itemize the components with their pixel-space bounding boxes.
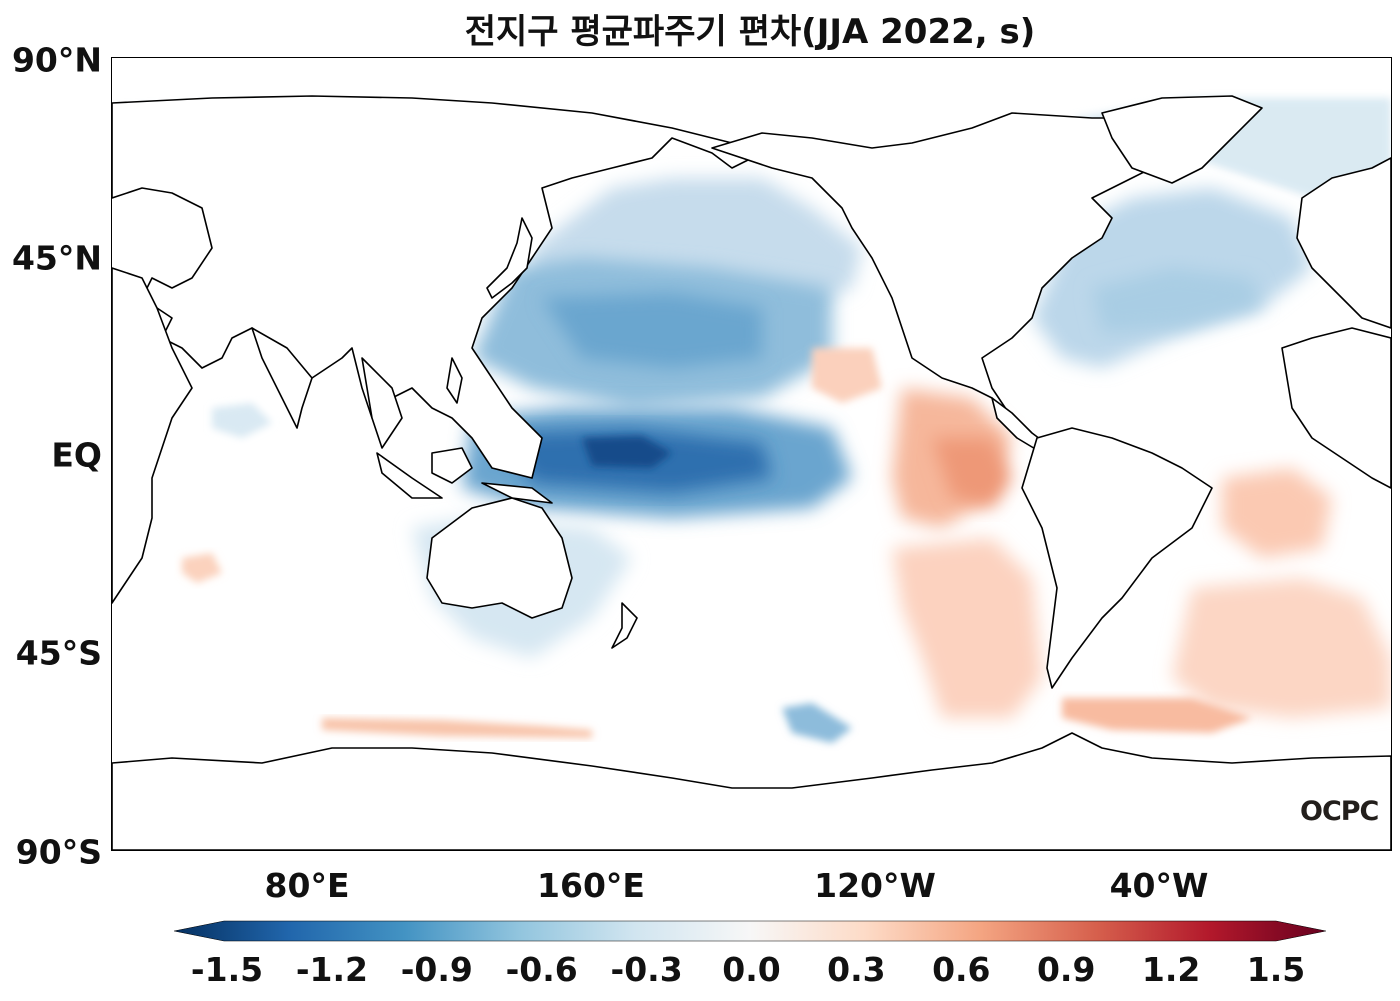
colorbar <box>174 920 1326 942</box>
colorbar-tick-label: 0.6 <box>932 950 991 989</box>
colorbar-tick-label: -1.5 <box>190 950 264 989</box>
colorbar-tick-label: 0.0 <box>722 950 781 989</box>
y-tick-90s: 90°S <box>15 832 102 872</box>
colorbar-tick-label: 0.3 <box>827 950 886 989</box>
colorbar-tick-label: -0.6 <box>505 950 578 989</box>
colorbar-tick-label: -1.2 <box>295 950 368 989</box>
colorbar-tick-label: -0.3 <box>610 950 683 989</box>
colorbar-body <box>174 920 1326 942</box>
wave-period-anomaly-map <box>112 95 1391 850</box>
map-panel <box>111 57 1392 851</box>
x-tick-80e: 80°E <box>264 866 350 905</box>
map-title: 전지구 평균파주기 편차(JJA 2022, s) <box>464 12 1036 52</box>
y-tick-45n: 45°N <box>11 238 102 278</box>
colorbar-tick-label: 0.9 <box>1036 950 1096 989</box>
colorbar-tick-label: 1.2 <box>1141 950 1201 989</box>
colorbar-tick-label: 1.5 <box>1246 950 1306 989</box>
y-tick-45s: 45°S <box>15 633 102 673</box>
x-tick-40w: 40°W <box>1109 866 1209 905</box>
ocpc-logo: OCPC <box>1300 796 1379 827</box>
colorbar-tick-label: -0.9 <box>400 950 473 989</box>
continents <box>112 95 1391 850</box>
y-tick-90n: 90°N <box>11 40 102 80</box>
x-tick-120w: 120°W <box>814 866 936 905</box>
x-tick-160e: 160°E <box>537 866 645 905</box>
y-tick-eq: EQ <box>51 435 102 475</box>
